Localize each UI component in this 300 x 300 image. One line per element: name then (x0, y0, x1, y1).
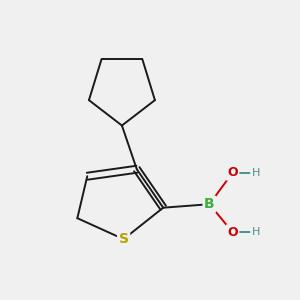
Text: O: O (227, 166, 238, 179)
Text: H: H (251, 168, 260, 178)
Text: B: B (204, 197, 215, 211)
Text: O: O (227, 226, 238, 239)
Text: H: H (251, 227, 260, 237)
Text: S: S (118, 232, 129, 246)
